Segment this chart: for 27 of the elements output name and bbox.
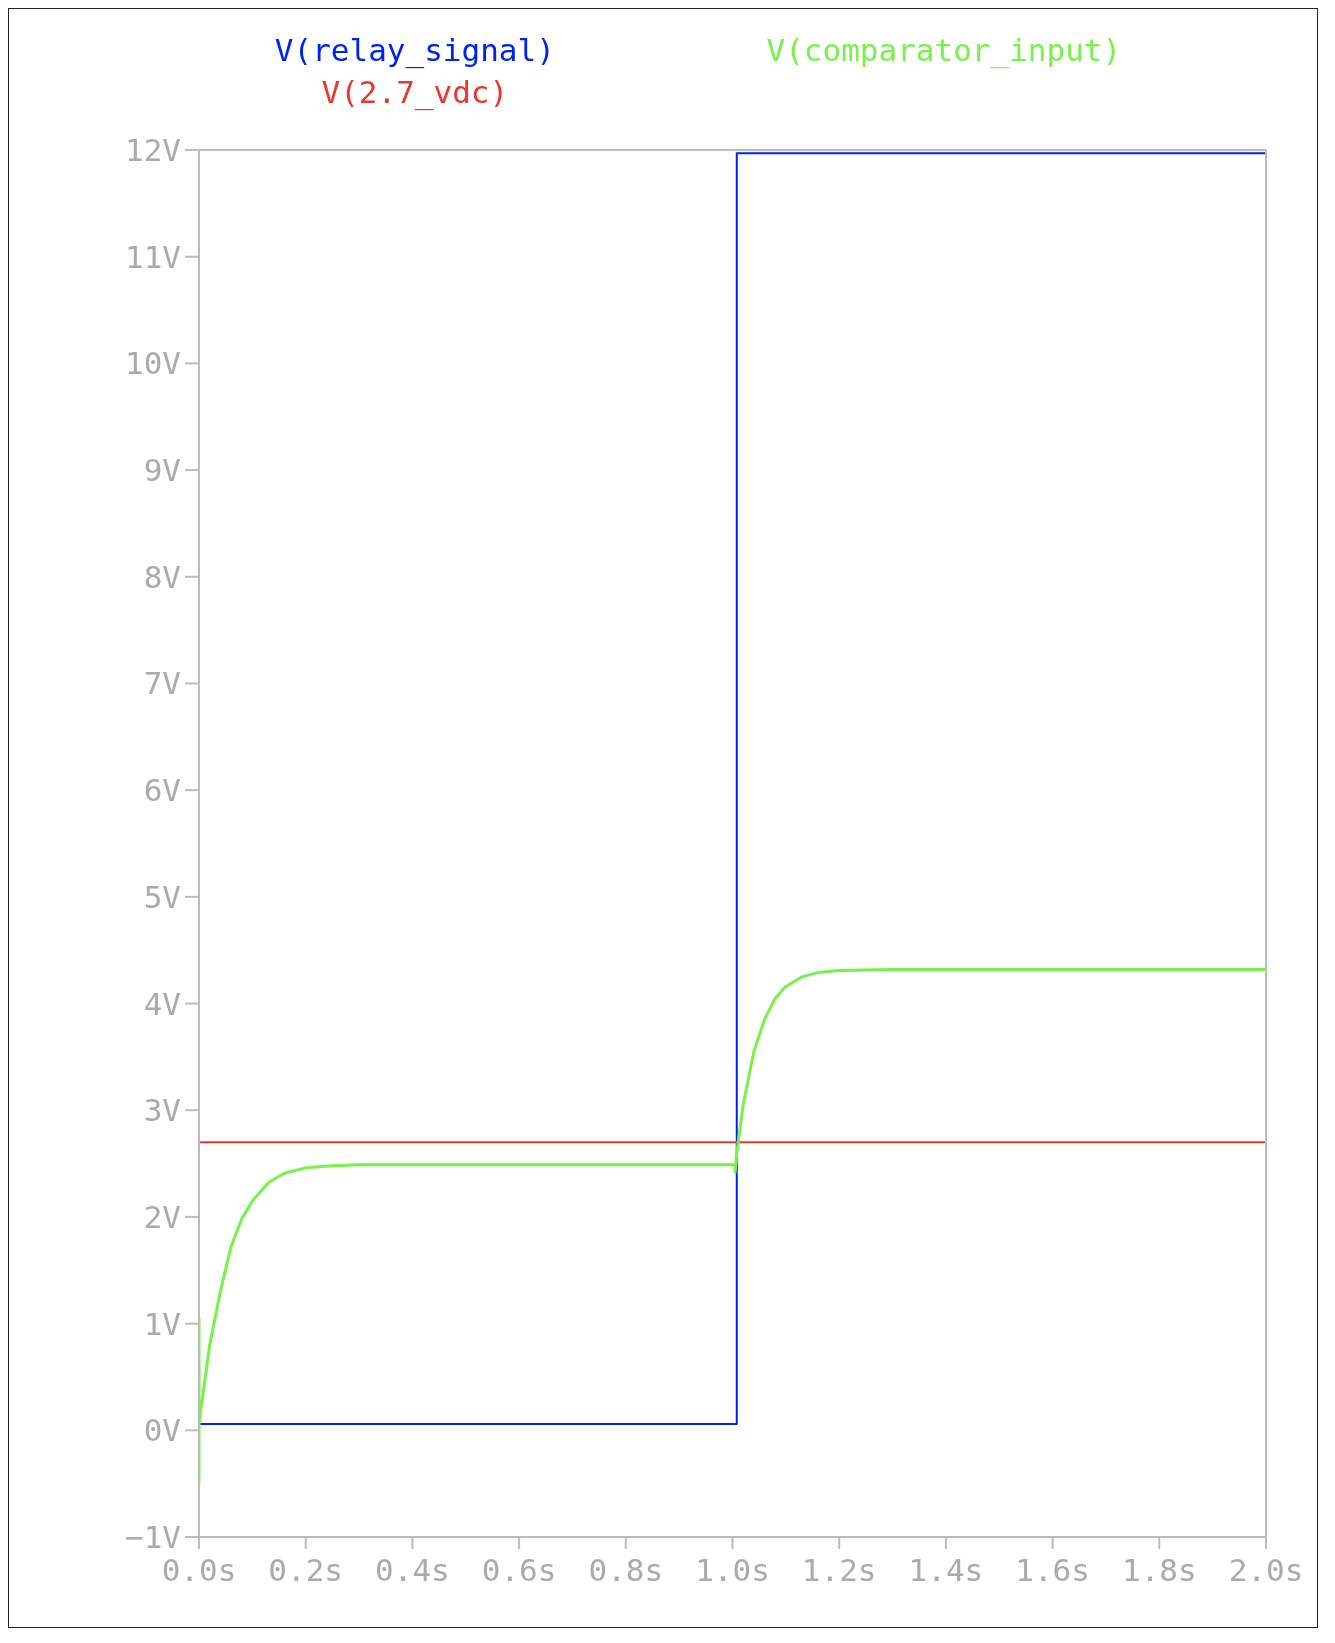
y-tick-label: 1V <box>143 1305 181 1342</box>
x-tick-label: 0.6s <box>481 1552 557 1589</box>
y-tick-label: 6V <box>143 772 181 809</box>
x-tick-label: 1.8s <box>1121 1552 1197 1589</box>
x-tick-label: 0.8s <box>588 1552 664 1589</box>
x-tick-label: 0.2s <box>268 1552 344 1589</box>
y-tick-label: 7V <box>143 665 181 702</box>
line-series <box>199 967 1266 1486</box>
x-tick-label: 0.4s <box>375 1552 450 1589</box>
text: V(comparator_input) <box>766 31 1122 71</box>
y-tick-label: 0V <box>143 1412 181 1449</box>
y-tick-label: 4V <box>143 985 181 1022</box>
x-tick-label: 1.4s <box>908 1552 984 1589</box>
y-tick-label: 3V <box>143 1092 181 1129</box>
y-tick-label: 9V <box>143 452 181 489</box>
x-tick-label: 1.6s <box>1015 1552 1090 1589</box>
text: V(2.7_vdc) <box>321 73 509 113</box>
y-tick-label: 11V <box>125 238 181 275</box>
y-tick-label: 8V <box>143 558 181 595</box>
x-tick-label: 1.0s <box>695 1552 770 1589</box>
y-tick-label: 5V <box>143 878 181 915</box>
x-tick-label: 2.0s <box>1228 1552 1304 1589</box>
x-tick-label: 1.2s <box>801 1552 877 1589</box>
y-tick-label: 12V <box>125 132 181 169</box>
text: V(relay_signal) <box>274 31 555 71</box>
y-tick-label: 2V <box>143 1198 181 1235</box>
y-tick-label: 10V <box>125 345 181 382</box>
